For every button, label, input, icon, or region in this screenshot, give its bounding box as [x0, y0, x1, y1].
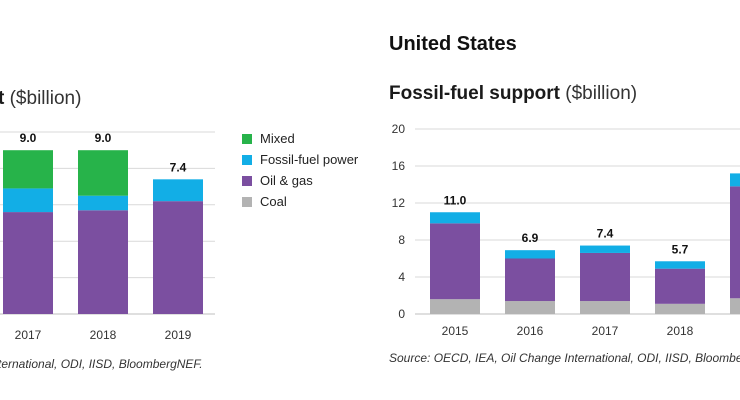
right-chart: 04812162011.020156.920167.420175.7201820… [392, 122, 740, 338]
right-bar-fossil-fuel-power-2017 [580, 245, 630, 253]
right-ytick-label: 12 [392, 196, 406, 210]
right-bar-oil-gas-2016 [505, 258, 555, 302]
right-bar-oil-gas-2019 [730, 186, 740, 299]
left-bar-oil-gas-2017 [3, 212, 53, 314]
right-bar-coal-2016 [505, 301, 555, 314]
right-title-bold: Fossil-fuel support [389, 83, 560, 104]
right-category-label-2015: 2015 [442, 324, 469, 338]
legend-item-mixed: Mixed [242, 128, 358, 149]
left-total-label-2019: 7.4 [170, 160, 187, 174]
legend-swatch-coal [242, 196, 252, 207]
right-bar-fossil-fuel-power-2018 [655, 261, 705, 269]
right-bar-oil-gas-2015 [430, 223, 480, 300]
legend-swatch-fossil-fuel-power [242, 154, 252, 165]
left-bar-oil-gas-2019 [153, 201, 203, 314]
right-total-label-2017: 7.4 [597, 227, 614, 241]
left-bar-fossil-fuel-power-2017 [3, 188, 53, 213]
left-bar-fossil-fuel-power-2019 [153, 179, 203, 202]
left-total-label-2018: 9.0 [95, 131, 112, 145]
right-title-unit: ($billion) [565, 83, 638, 104]
right-ytick-label: 20 [392, 122, 406, 136]
left-bar-mixed-2018 [78, 150, 128, 196]
left-title-bold: t [0, 88, 5, 109]
left-category-label-2018: 2018 [90, 328, 117, 342]
right-bar-coal-2017 [580, 301, 630, 314]
legend-label-fossil-fuel-power: Fossil-fuel power [260, 152, 359, 167]
right-ytick-label: 4 [398, 270, 405, 284]
right-chart-title: Fossil-fuel support ($billion) [389, 83, 637, 105]
right-bar-fossil-fuel-power-2015 [430, 212, 480, 224]
left-bar-mixed-2017 [3, 150, 53, 189]
right-total-label-2016: 6.9 [522, 231, 539, 245]
right-ytick-label: 8 [398, 233, 405, 247]
legend: Mixed Fossil-fuel power Oil & gas Coal [242, 128, 358, 212]
legend-item-coal: Coal [242, 191, 358, 212]
right-total-label-2018: 5.7 [672, 242, 689, 256]
left-bar-oil-gas-2018 [78, 210, 128, 314]
left-category-label-2017: 2017 [15, 328, 42, 342]
legend-label-oil-gas: Oil & gas [260, 173, 313, 188]
right-bar-coal-2015 [430, 299, 480, 314]
left-chart-title: t ($billion) [0, 88, 81, 110]
right-bar-fossil-fuel-power-2019 [730, 173, 740, 187]
right-category-label-2018: 2018 [667, 324, 694, 338]
legend-item-fossil-fuel-power: Fossil-fuel power [242, 149, 358, 170]
left-total-label-2017: 9.0 [20, 131, 37, 145]
legend-label-coal: Coal [260, 194, 287, 209]
right-category-label-2017: 2017 [592, 324, 619, 338]
left-chart: 9.0 2017 9.0 2018 7.4 2019 [0, 131, 215, 342]
right-bar-coal-2018 [655, 303, 705, 314]
legend-label-mixed: Mixed [260, 131, 295, 146]
country-heading: United States [389, 33, 517, 55]
right-bar-coal-2019 [730, 298, 740, 314]
right-total-label-2015: 11.0 [444, 193, 467, 207]
right-bar-oil-gas-2018 [655, 268, 705, 304]
right-ytick-label: 0 [398, 307, 405, 321]
right-source: Source: OECD, IEA, Oil Change Internatio… [389, 351, 740, 365]
right-bar-fossil-fuel-power-2016 [505, 250, 555, 259]
legend-item-oil-gas: Oil & gas [242, 170, 358, 191]
right-ytick-label: 16 [392, 159, 406, 173]
left-bar-fossil-fuel-power-2018 [78, 195, 128, 211]
right-category-label-2016: 2016 [517, 324, 544, 338]
left-category-label-2019: 2019 [165, 328, 192, 342]
left-title-unit: ($billion) [9, 88, 82, 109]
left-source: ternational, ODI, IISD, BloombergNEF. [0, 357, 203, 371]
legend-swatch-mixed [242, 133, 252, 144]
right-bar-oil-gas-2017 [580, 252, 630, 302]
legend-swatch-oil-gas [242, 175, 252, 186]
